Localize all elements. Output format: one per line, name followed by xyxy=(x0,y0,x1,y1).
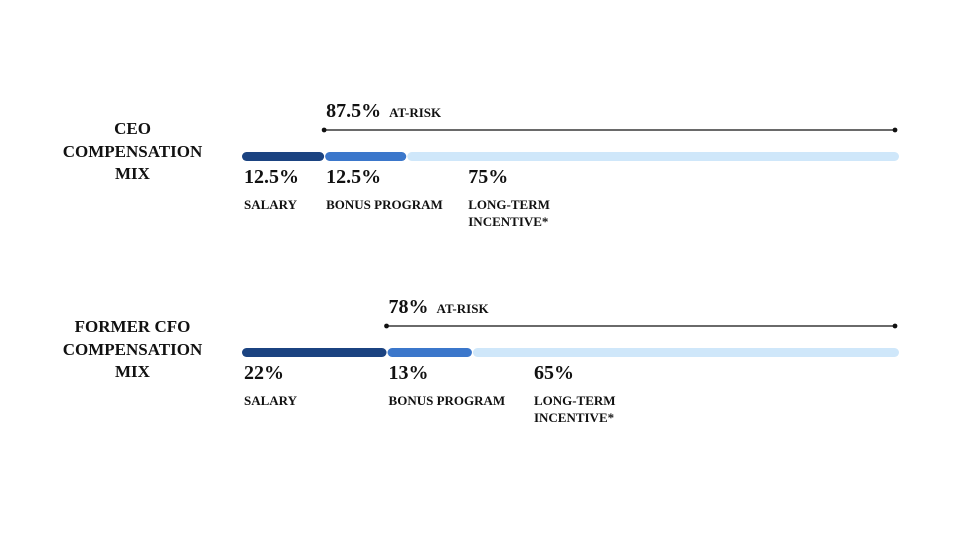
long-term-percent: 65% xyxy=(533,362,574,384)
bonus-label: BONUS PROGRAM xyxy=(326,197,443,212)
at-risk-end-dot xyxy=(892,127,898,133)
long-term-segment xyxy=(407,152,899,161)
bonus-percent: 13% xyxy=(388,362,429,384)
at-risk-text: AT-RISK xyxy=(389,105,442,120)
bonus-segment xyxy=(387,348,472,357)
salary-percent: 22% xyxy=(244,362,284,384)
chart-title: CEO COMPENSATION MIX xyxy=(62,119,203,183)
salary-percent: 12.5% xyxy=(244,166,299,188)
cfo-bar-svg xyxy=(242,323,899,357)
at-risk-start-dot xyxy=(384,323,389,329)
bonus-segment xyxy=(325,152,407,161)
long-term-label: LONG-TERM INCENTIVE* xyxy=(468,197,550,229)
bonus-percent: 12.5% xyxy=(326,166,382,188)
salary-label: SALARY xyxy=(244,197,297,212)
ceo-compensation-chart: CEO COMPENSATION MIX 87.5% AT-RISK 12.5%… xyxy=(0,96,960,236)
at-risk-end-dot xyxy=(892,323,898,329)
salary-label: SALARY xyxy=(244,393,297,408)
long-term-percent: 75% xyxy=(468,166,509,188)
former-cfo-compensation-chart: FORMER CFO COMPENSATION MIX 78% AT-RISK … xyxy=(0,292,960,432)
long-term-label: LONG-TERM INCENTIVE* xyxy=(533,393,616,425)
at-risk-percent: 78% xyxy=(388,296,429,318)
salary-segment xyxy=(242,348,387,357)
ceo-bar-svg xyxy=(242,127,899,161)
chart-title: FORMER CFO COMPENSATION MIX xyxy=(62,317,203,381)
at-risk-percent: 87.5% xyxy=(326,100,382,122)
at-risk-text: AT-RISK xyxy=(436,301,489,316)
salary-segment xyxy=(242,152,325,161)
long-term-segment xyxy=(472,348,899,357)
at-risk-start-dot xyxy=(321,127,327,133)
at-risk-label: 78% AT-RISK xyxy=(389,296,489,319)
bonus-label: BONUS PROGRAM xyxy=(388,393,506,408)
at-risk-label: 87.5% AT-RISK xyxy=(326,100,441,123)
